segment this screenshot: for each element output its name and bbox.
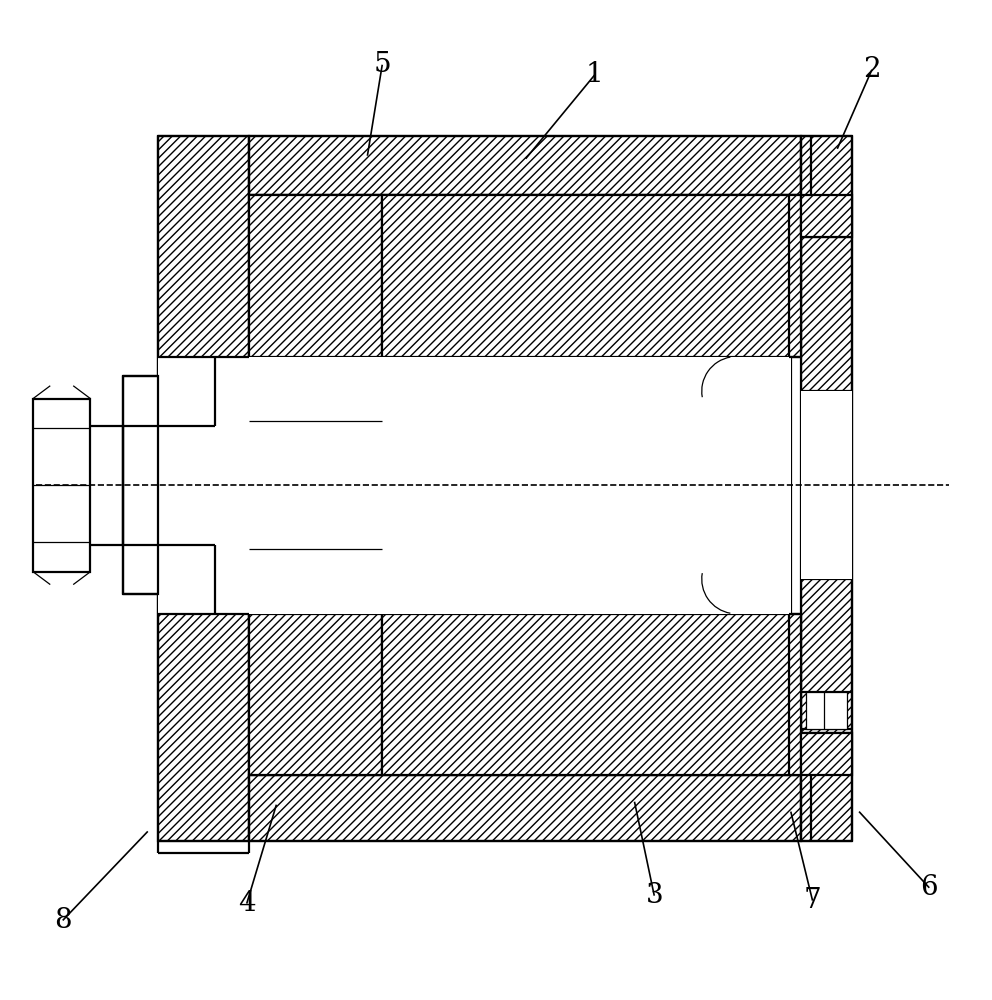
Bar (806, 692, 847, 729)
Bar (33, 399, 90, 572)
Bar (249, 136, 801, 195)
Text: 4: 4 (238, 890, 256, 917)
Bar (123, 376, 158, 594)
Text: 2: 2 (863, 56, 881, 83)
Bar (249, 195, 382, 357)
Bar (801, 391, 852, 579)
Bar (801, 733, 852, 775)
Text: 5: 5 (373, 51, 391, 78)
Text: 7: 7 (804, 887, 821, 914)
Bar (249, 195, 801, 775)
Bar (801, 136, 852, 841)
Text: 1: 1 (586, 61, 604, 88)
Bar (249, 775, 801, 841)
Bar (801, 195, 852, 237)
Bar (382, 195, 801, 357)
Bar (158, 357, 249, 614)
Bar (249, 426, 382, 545)
Text: 3: 3 (646, 882, 663, 909)
Bar (382, 614, 801, 775)
Bar (249, 357, 791, 614)
Bar (158, 136, 249, 841)
Text: 6: 6 (921, 874, 938, 901)
Bar (249, 614, 382, 775)
Text: 8: 8 (54, 907, 71, 934)
